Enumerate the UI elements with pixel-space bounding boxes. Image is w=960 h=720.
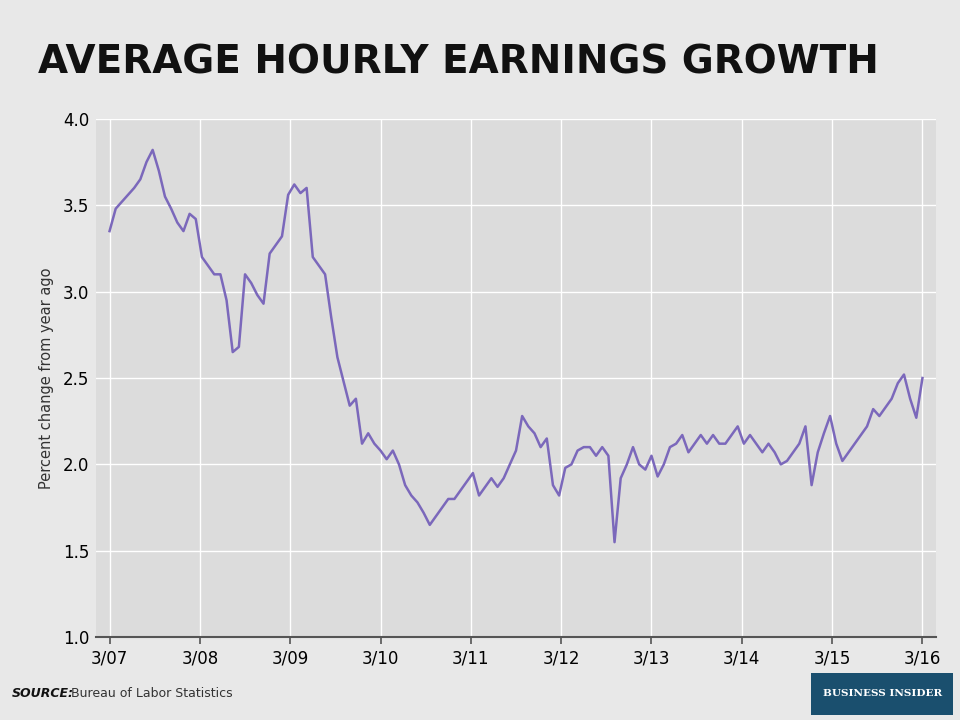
Y-axis label: Percent change from year ago: Percent change from year ago <box>39 267 55 489</box>
Text: AVERAGE HOURLY EARNINGS GROWTH: AVERAGE HOURLY EARNINGS GROWTH <box>38 43 879 81</box>
Bar <box>811 673 953 715</box>
Text: Bureau of Labor Statistics: Bureau of Labor Statistics <box>67 687 233 700</box>
Text: SOURCE:: SOURCE: <box>12 687 74 700</box>
Text: BUSINESS INSIDER: BUSINESS INSIDER <box>823 688 942 698</box>
